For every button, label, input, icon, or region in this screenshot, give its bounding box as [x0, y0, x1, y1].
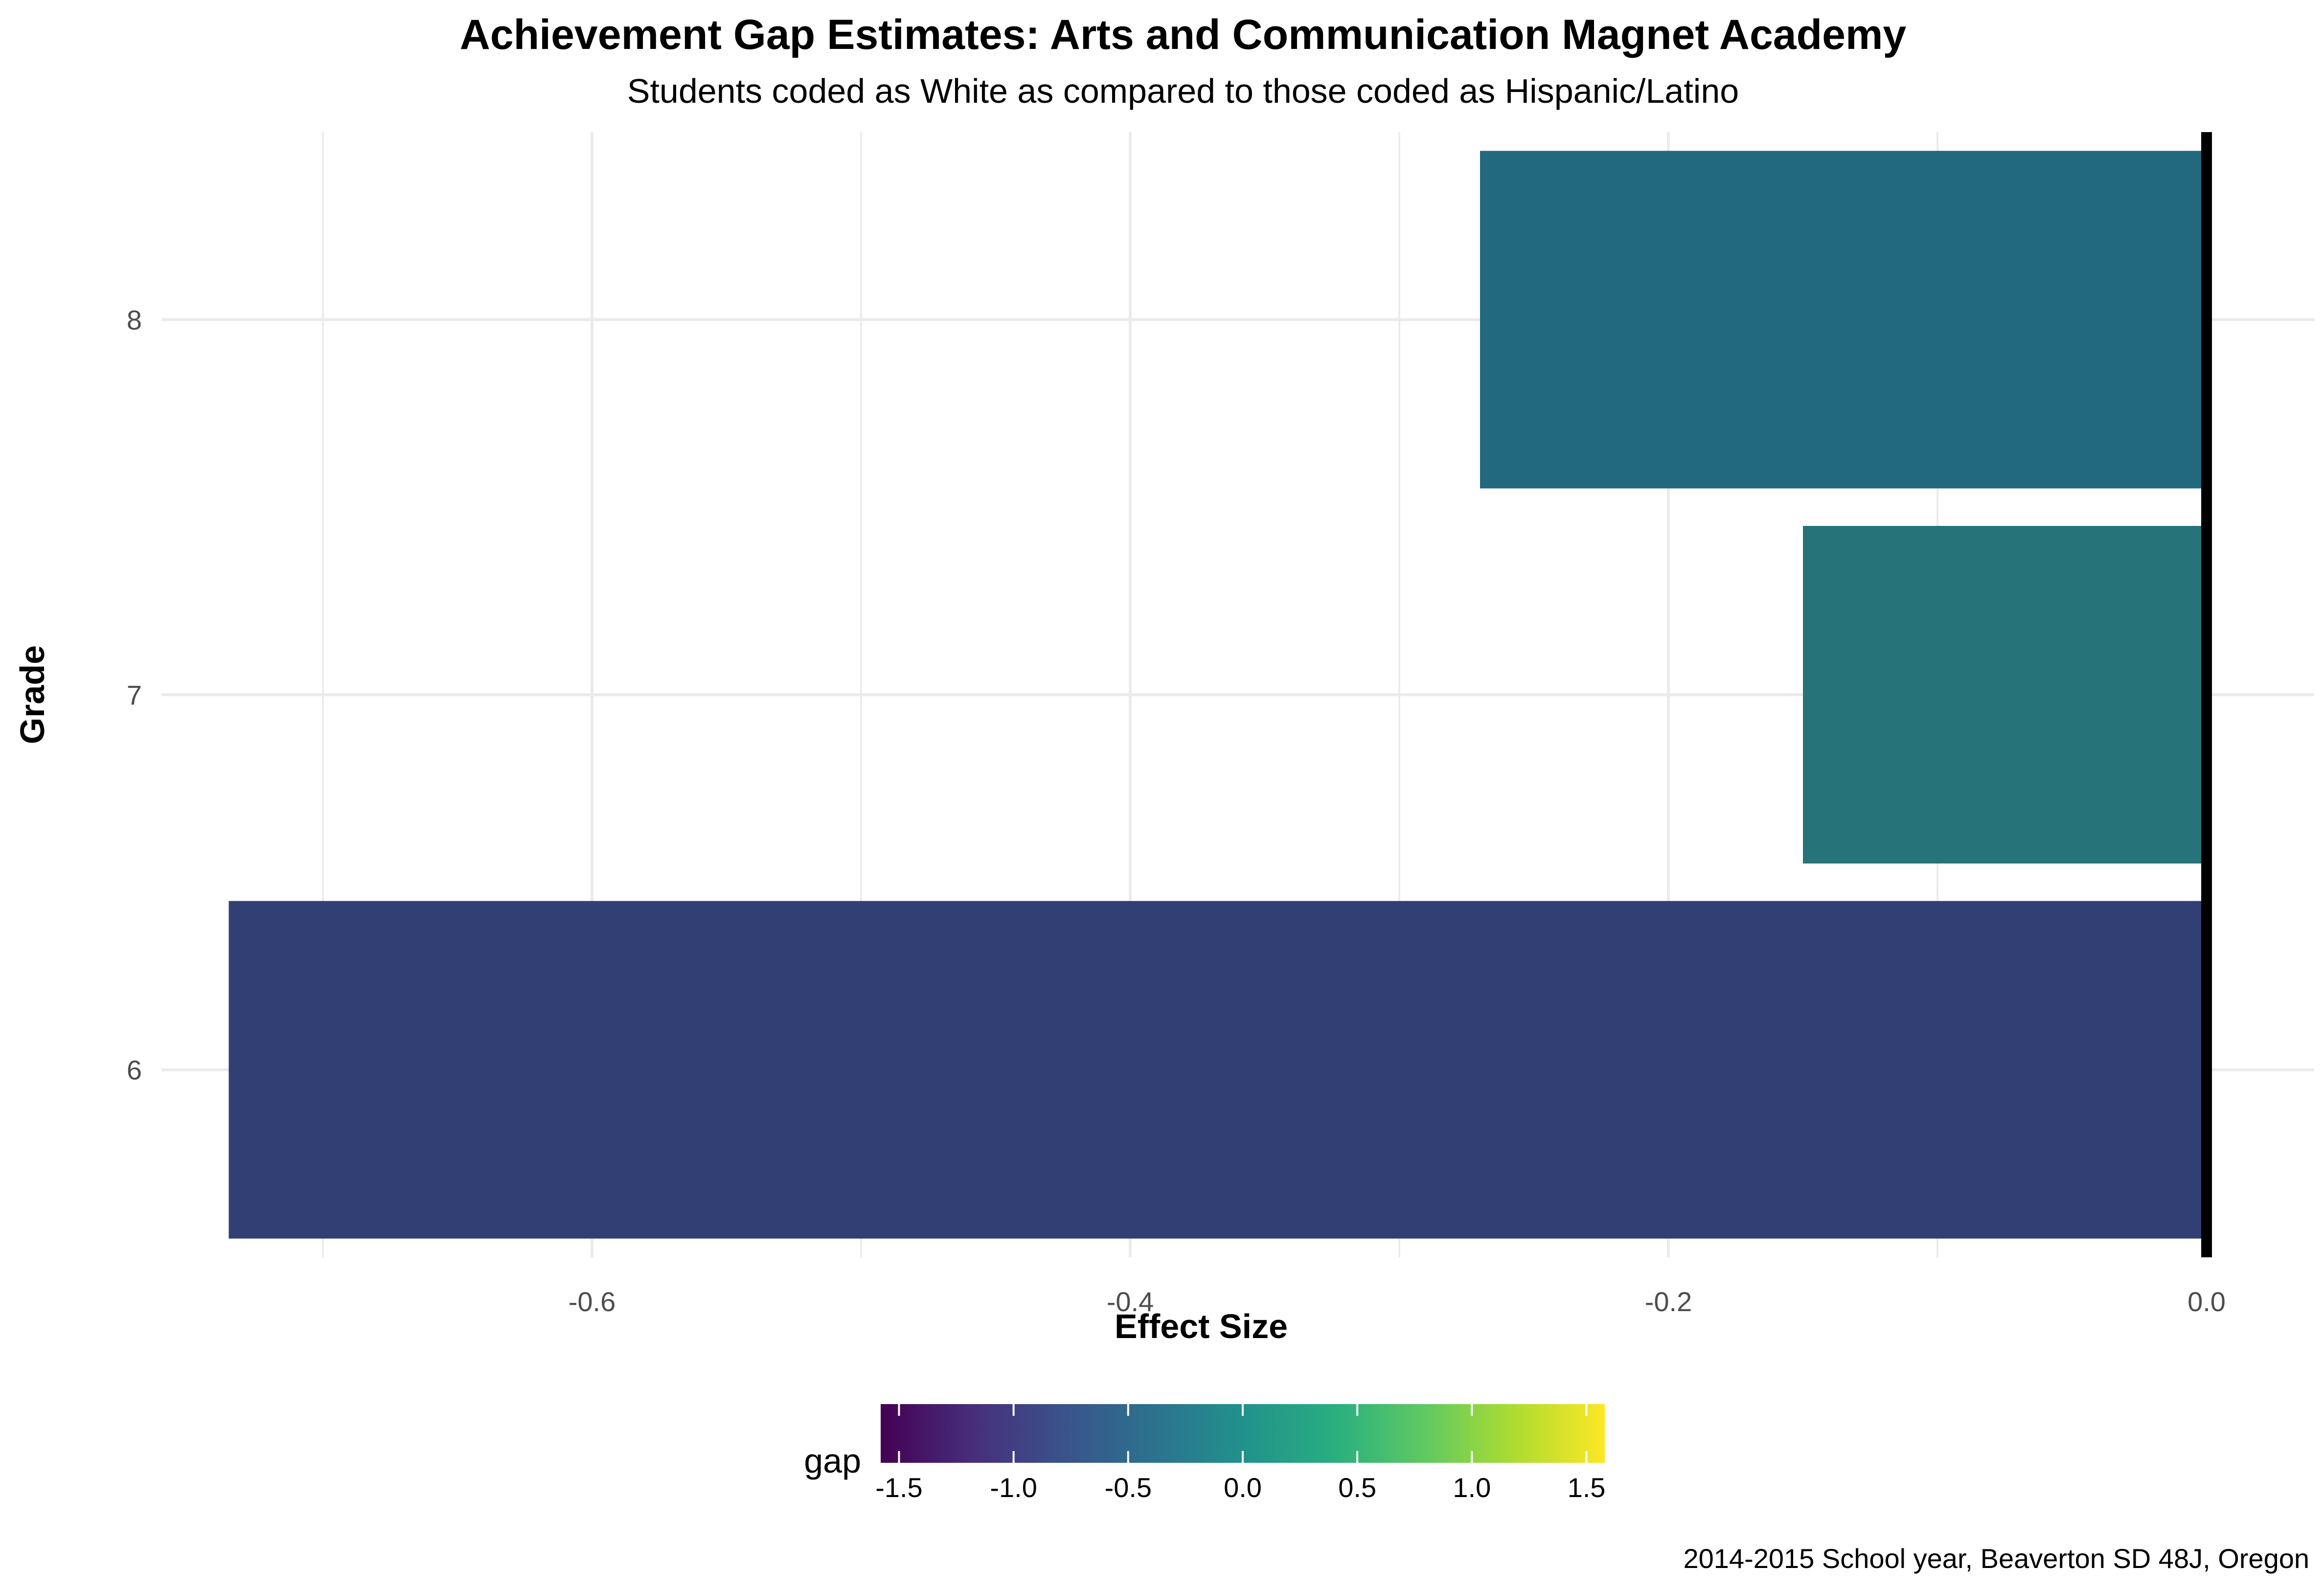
bar-grade-8: [1480, 151, 2207, 489]
x-tick-label: -0.6: [569, 1286, 616, 1317]
y-tick-labels: 6 7 8: [127, 304, 142, 1085]
legend-tick-label: 1.5: [1568, 1472, 1606, 1503]
legend-title: gap: [804, 1442, 861, 1480]
y-tick-label: 8: [127, 304, 142, 335]
bar-grade-7: [1803, 526, 2207, 863]
bars: [228, 151, 2207, 1239]
chart-caption: 2014-2015 School year, Beaverton SD 48J,…: [1684, 1543, 2310, 1574]
legend-tick-label: 1.0: [1453, 1472, 1491, 1503]
legend-ticks: -1.5 -1.0 -0.5 0.0 0.5 1.0 1.5: [875, 1404, 1605, 1503]
x-axis-title: Effect Size: [1115, 1307, 1288, 1345]
chart-title: Achievement Gap Estimates: Arts and Comm…: [460, 11, 1907, 58]
legend-tick-label: -1.5: [875, 1472, 923, 1503]
legend-tick-label: -0.5: [1105, 1472, 1152, 1503]
y-axis-title: Grade: [13, 645, 51, 744]
x-tick-label: -0.2: [1645, 1286, 1692, 1317]
legend-tick-label: 0.0: [1224, 1472, 1262, 1503]
y-tick-label: 7: [127, 680, 142, 710]
x-tick-label: -0.4: [1107, 1286, 1154, 1317]
y-tick-label: 6: [127, 1055, 142, 1086]
x-tick-labels: -0.6 -0.4 -0.2 0.0: [569, 1286, 2226, 1317]
bar-grade-6: [228, 901, 2207, 1239]
legend-tick-label: 0.5: [1338, 1472, 1376, 1503]
chart-subtitle: Students coded as White as compared to t…: [627, 72, 1739, 110]
color-legend: gap -1.5 -1.0 -0.5 0.0 0.5 1.0 1.5: [804, 1404, 1605, 1503]
legend-tick-label: -1.0: [990, 1472, 1037, 1503]
x-tick-label: 0.0: [2187, 1286, 2226, 1317]
